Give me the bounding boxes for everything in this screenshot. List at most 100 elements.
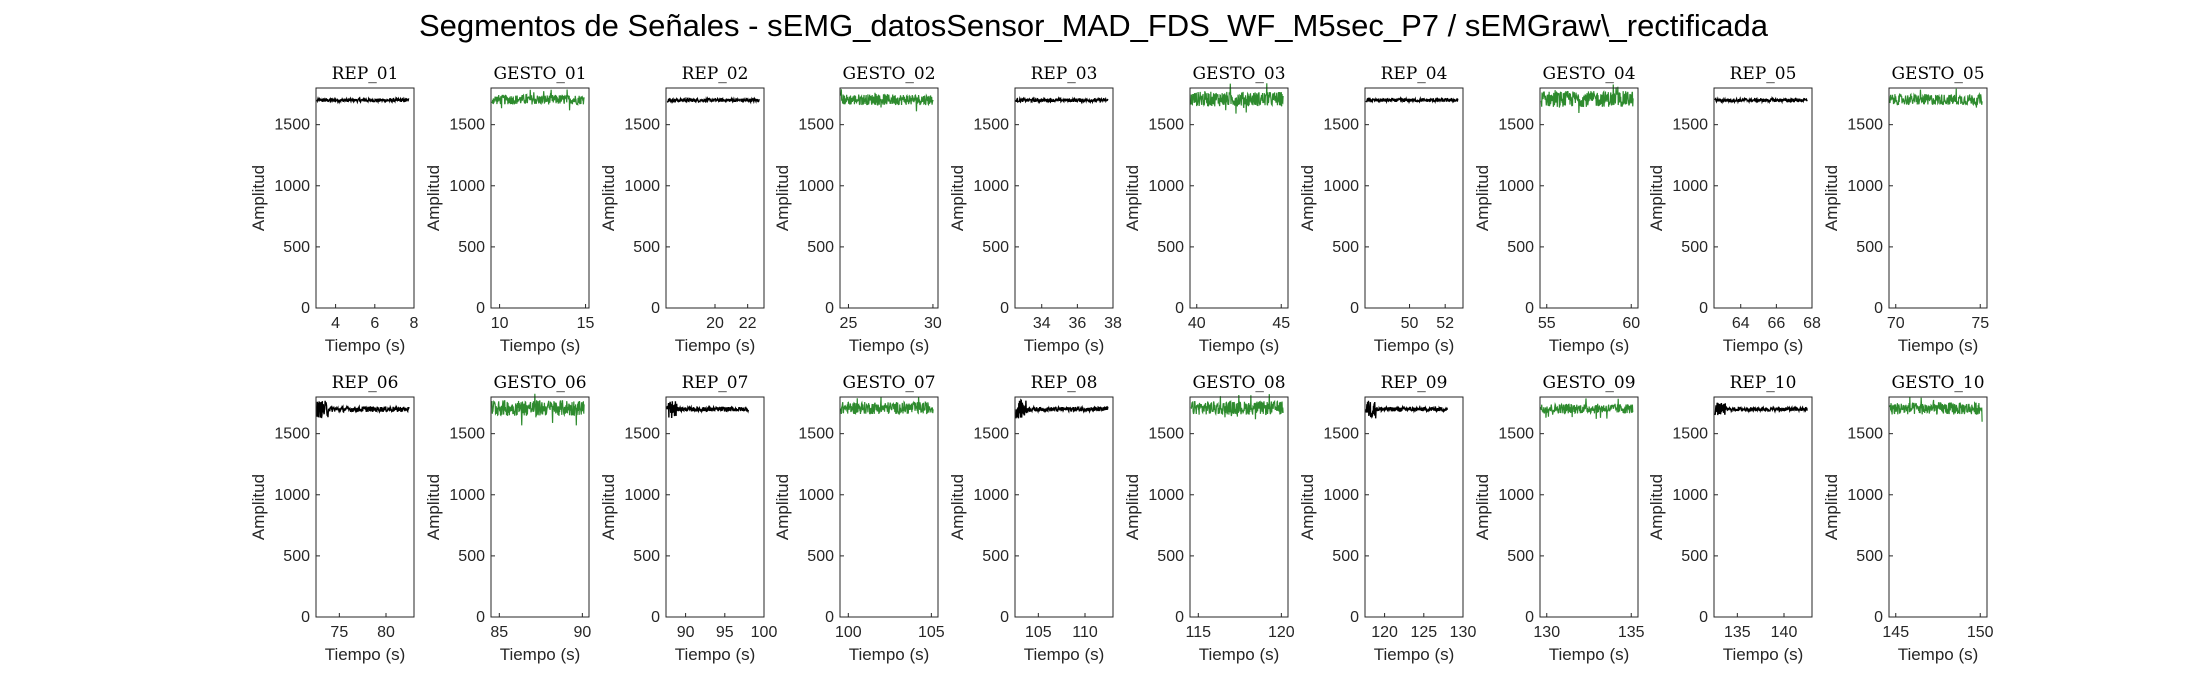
signal-line	[316, 96, 410, 105]
x-tick-label: 95	[716, 624, 734, 641]
x-axis-label: Tiempo (s)	[1024, 336, 1105, 355]
subplot-title: REP_01	[332, 64, 399, 84]
x-tick-label: 36	[1068, 315, 1086, 332]
x-tick-label: 120	[1371, 624, 1398, 641]
x-tick-label: 120	[1268, 624, 1295, 641]
x-axis-label: Tiempo (s)	[849, 336, 930, 355]
y-tick-label: 0	[825, 300, 834, 317]
y-tick-label: 500	[982, 239, 1009, 256]
y-tick-label: 500	[458, 239, 485, 256]
axes-box	[315, 87, 415, 309]
x-tick-label: 75	[330, 624, 348, 641]
x-tick-label: 40	[1188, 315, 1206, 332]
y-tick-label: 1000	[1498, 178, 1534, 195]
y-tick-label: 0	[1000, 609, 1009, 626]
subplot-title: REP_08	[1031, 373, 1098, 393]
subplot-rep-10: 0 500 1000 1500 135 140 REP_10 Tiempo (s) Amplit…	[1647, 373, 1813, 664]
y-tick-label: 1500	[449, 117, 485, 134]
subplot-title: GESTO_04	[1542, 64, 1635, 84]
y-tick-label: 1500	[624, 117, 660, 134]
y-axis-label: Amplitud	[1123, 165, 1142, 231]
x-axis-label: Tiempo (s)	[1549, 336, 1630, 355]
y-tick-label: 0	[301, 609, 310, 626]
signal-line	[1365, 95, 1459, 105]
y-tick-label: 0	[1699, 300, 1708, 317]
y-tick-label: 1000	[1148, 178, 1184, 195]
y-tick-label: 0	[1350, 609, 1359, 626]
x-tick-label: 130	[1533, 624, 1560, 641]
x-tick-label: 80	[377, 624, 395, 641]
x-axis-label: Tiempo (s)	[1374, 645, 1455, 664]
x-tick-label: 85	[490, 624, 508, 641]
subplot-rep-08: 0 500 1000 1500 105 110 REP_08 Tiempo (s) Amplit…	[948, 373, 1114, 664]
y-tick-label: 1500	[1323, 426, 1359, 443]
signal-line	[1015, 398, 1109, 419]
subplot-rep-05: 0 500 1000 1500 64 66 68 REP_05 Tiempo (s) Amplit…	[1647, 64, 1821, 355]
axes-box	[839, 396, 939, 618]
y-tick-label: 1500	[1148, 117, 1184, 134]
x-tick-label: 68	[1803, 315, 1821, 332]
y-tick-label: 1000	[798, 487, 834, 504]
y-tick-label: 500	[807, 548, 834, 565]
axes-box	[1888, 87, 1988, 309]
x-tick-label: 45	[1272, 315, 1290, 332]
y-tick-label: 1000	[449, 487, 485, 504]
x-tick-label: 105	[918, 624, 945, 641]
subplot-title: GESTO_06	[493, 373, 586, 393]
x-axis-label: Tiempo (s)	[1199, 645, 1280, 664]
x-tick-label: 150	[1967, 624, 1994, 641]
y-tick-label: 1000	[973, 487, 1009, 504]
subplot-gesto-04: 0 500 1000 1500 55 60 GESTO_04 Tiempo (s) Amplit…	[1473, 64, 1640, 355]
y-tick-label: 1000	[1323, 178, 1359, 195]
y-tick-label: 1500	[624, 426, 660, 443]
y-tick-label: 1000	[1323, 487, 1359, 504]
y-tick-label: 500	[633, 239, 660, 256]
subplot-rep-09: 0 500 1000 1500 120 125 130 REP_09 Tiempo (s) Amp…	[1298, 373, 1476, 664]
x-axis-label: Tiempo (s)	[1199, 336, 1280, 355]
y-tick-label: 1000	[1498, 487, 1534, 504]
y-tick-label: 0	[1175, 300, 1184, 317]
x-axis-label: Tiempo (s)	[325, 645, 406, 664]
x-axis-label: Tiempo (s)	[500, 645, 581, 664]
y-tick-label: 500	[1157, 239, 1184, 256]
y-tick-label: 1500	[274, 117, 310, 134]
x-axis-label: Tiempo (s)	[1723, 645, 1804, 664]
axes-box	[1014, 87, 1114, 309]
y-tick-label: 1000	[1148, 487, 1184, 504]
x-tick-label: 52	[1436, 315, 1454, 332]
subplot-gesto-08: 0 500 1000 1500 115 120 GESTO_08 Tiempo (s) Ampl…	[1123, 373, 1295, 664]
y-tick-label: 500	[283, 239, 310, 256]
subplot-title: GESTO_09	[1542, 373, 1635, 393]
subplot-rep-04: 0 500 1000 1500 50 52 REP_04 Tiempo (s) Amplitud	[1298, 64, 1464, 355]
x-tick-label: 55	[1538, 315, 1556, 332]
y-tick-label: 1500	[1672, 117, 1708, 134]
y-axis-label: Amplitud	[773, 165, 792, 231]
subplot-gesto-07: 0 500 1000 1500 100 105 GESTO_07 Tiempo (s) Ampl…	[773, 373, 945, 664]
x-tick-label: 60	[1622, 315, 1640, 332]
subplot-title: REP_06	[332, 373, 399, 393]
y-tick-label: 1000	[624, 487, 660, 504]
y-tick-label: 0	[301, 300, 310, 317]
subplot-title: REP_07	[682, 373, 749, 393]
x-tick-label: 115	[1186, 624, 1212, 641]
y-tick-label: 500	[633, 548, 660, 565]
y-tick-label: 1000	[1672, 178, 1708, 195]
y-tick-label: 1500	[973, 426, 1009, 443]
y-tick-label: 1500	[798, 426, 834, 443]
y-tick-label: 1500	[449, 426, 485, 443]
y-tick-label: 0	[1350, 300, 1359, 317]
x-tick-label: 8	[410, 315, 419, 332]
axes-box	[1364, 396, 1464, 618]
x-tick-label: 70	[1887, 315, 1905, 332]
signal-line	[1190, 83, 1284, 114]
y-tick-label: 0	[651, 609, 660, 626]
axes-box	[665, 396, 765, 618]
x-tick-label: 50	[1401, 315, 1419, 332]
x-tick-label: 30	[924, 315, 942, 332]
subplot-title: GESTO_10	[1891, 373, 1984, 393]
y-tick-label: 1000	[973, 178, 1009, 195]
y-tick-label: 500	[1681, 548, 1708, 565]
x-tick-label: 6	[370, 315, 379, 332]
y-tick-label: 1500	[1847, 117, 1883, 134]
y-tick-label: 1500	[1148, 426, 1184, 443]
